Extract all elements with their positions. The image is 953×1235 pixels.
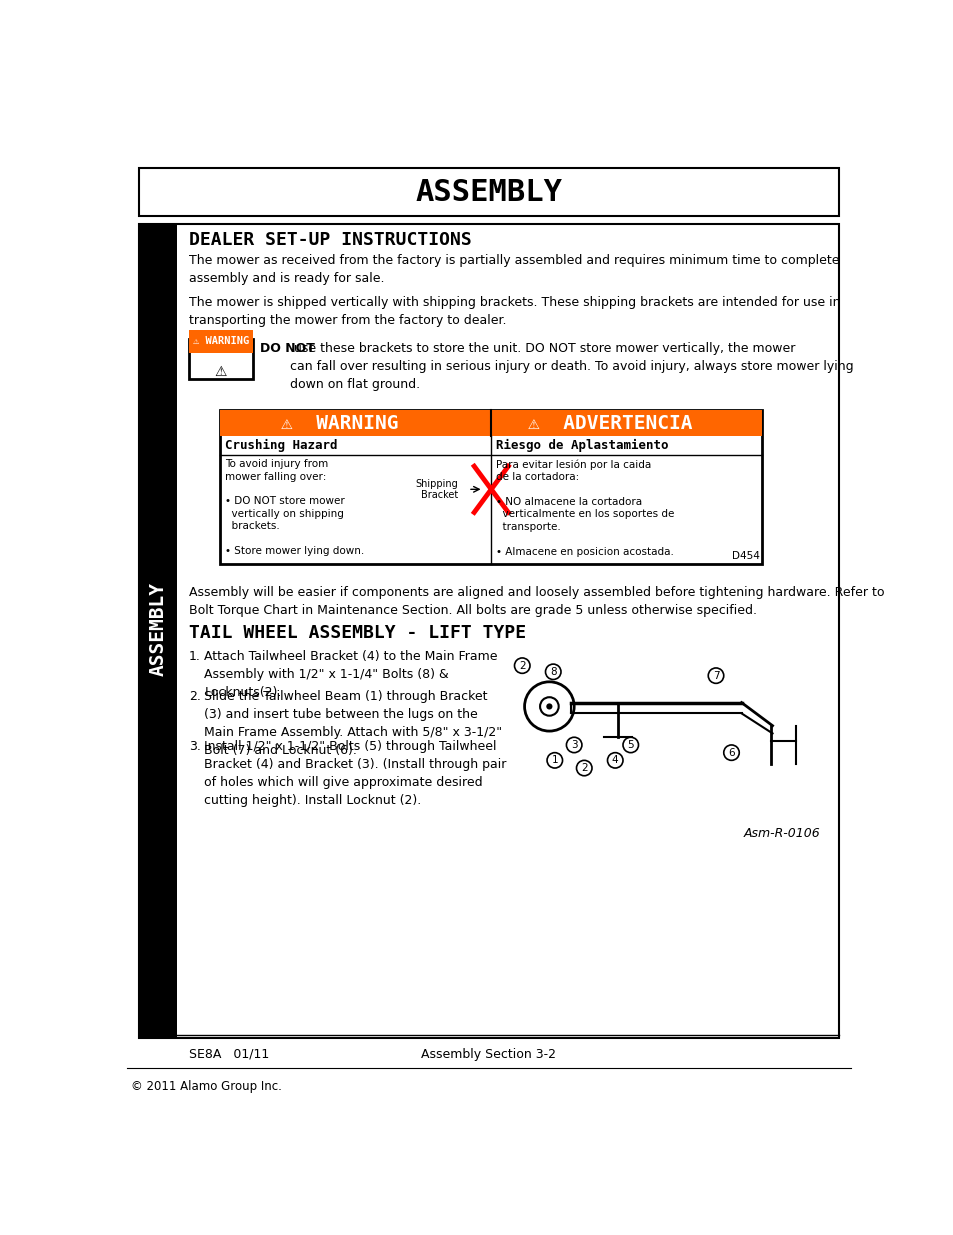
- Text: SE8A   01/11: SE8A 01/11: [189, 1047, 269, 1061]
- Text: 2: 2: [580, 763, 587, 773]
- Text: Assembly will be easier if components are aligned and loosely assembled before t: Assembly will be easier if components ar…: [189, 585, 883, 616]
- Text: TAIL WHEEL ASSEMBLY - LIFT TYPE: TAIL WHEEL ASSEMBLY - LIFT TYPE: [189, 624, 525, 642]
- Text: 4: 4: [611, 756, 618, 766]
- Text: 3: 3: [570, 740, 577, 750]
- Text: ⚠  WARNING: ⚠ WARNING: [280, 414, 397, 432]
- Text: 7: 7: [712, 671, 719, 680]
- Text: Riesgo de Aplastamiento: Riesgo de Aplastamiento: [496, 438, 668, 452]
- Bar: [220, 410, 761, 564]
- Text: ⚠  ADVERTENCIA: ⚠ ADVERTENCIA: [528, 414, 692, 432]
- Text: 6: 6: [727, 747, 734, 757]
- Text: 2: 2: [518, 661, 525, 671]
- Text: D454: D454: [731, 551, 759, 561]
- Text: ⚠: ⚠: [214, 366, 227, 379]
- Text: use these brackets to store the unit. DO NOT store mower vertically, the mower
c: use these brackets to store the unit. DO…: [290, 342, 853, 391]
- Text: ASSEMBLY: ASSEMBLY: [149, 583, 168, 677]
- Bar: [189, 340, 253, 379]
- Text: Para evitar lesión por la caida
de la cortadora:

• NO almacene la cortadora
  v: Para evitar lesión por la caida de la co…: [496, 459, 674, 557]
- Text: Install 1/2" x 1-1/2" Bolts (5) through Tailwheel
Bracket (4) and Bracket (3). (: Install 1/2" x 1-1/2" Bolts (5) through …: [204, 740, 506, 808]
- Text: 8: 8: [549, 667, 556, 677]
- Text: 2.: 2.: [189, 689, 201, 703]
- Text: 3.: 3.: [189, 740, 201, 753]
- Text: Crushing Hazard: Crushing Hazard: [224, 438, 336, 452]
- Text: © 2011 Alamo Group Inc.: © 2011 Alamo Group Inc.: [131, 1079, 281, 1093]
- Text: The mower is shipped vertically with shipping brackets. These shipping brackets : The mower is shipped vertically with shi…: [189, 296, 840, 327]
- Text: DO NOT: DO NOT: [260, 342, 314, 356]
- Circle shape: [546, 704, 552, 710]
- Text: The mower as received from the factory is partially assembled and requires minim: The mower as received from the factory i…: [189, 254, 839, 285]
- Text: 5: 5: [627, 740, 634, 750]
- Bar: [138, 224, 177, 1037]
- Text: Assembly Section 3-2: Assembly Section 3-2: [421, 1047, 556, 1061]
- Text: DEALER SET-UP INSTRUCTIONS: DEALER SET-UP INSTRUCTIONS: [189, 231, 471, 249]
- Text: To avoid injury from
mower falling over:

• DO NOT store mower
  vertically on s: To avoid injury from mower falling over:…: [224, 459, 363, 556]
- Text: ⚠ WARNING: ⚠ WARNING: [193, 336, 249, 347]
- Text: Slide the Tailwheel Beam (1) through Bracket
(3) and insert tube between the lug: Slide the Tailwheel Beam (1) through Bra…: [204, 689, 502, 757]
- Text: 1.: 1.: [189, 651, 201, 663]
- Text: ASSEMBLY: ASSEMBLY: [415, 178, 562, 206]
- Bar: [189, 330, 253, 353]
- Text: Shipping
Bracket: Shipping Bracket: [415, 478, 457, 500]
- Bar: [220, 410, 761, 436]
- Bar: [138, 168, 839, 216]
- Bar: [138, 224, 839, 1037]
- Text: Attach Tailwheel Bracket (4) to the Main Frame
Assembly with 1/2" x 1-1/4" Bolts: Attach Tailwheel Bracket (4) to the Main…: [204, 651, 497, 699]
- Text: 1: 1: [551, 756, 558, 766]
- Text: Asm-R-0106: Asm-R-0106: [743, 827, 820, 840]
